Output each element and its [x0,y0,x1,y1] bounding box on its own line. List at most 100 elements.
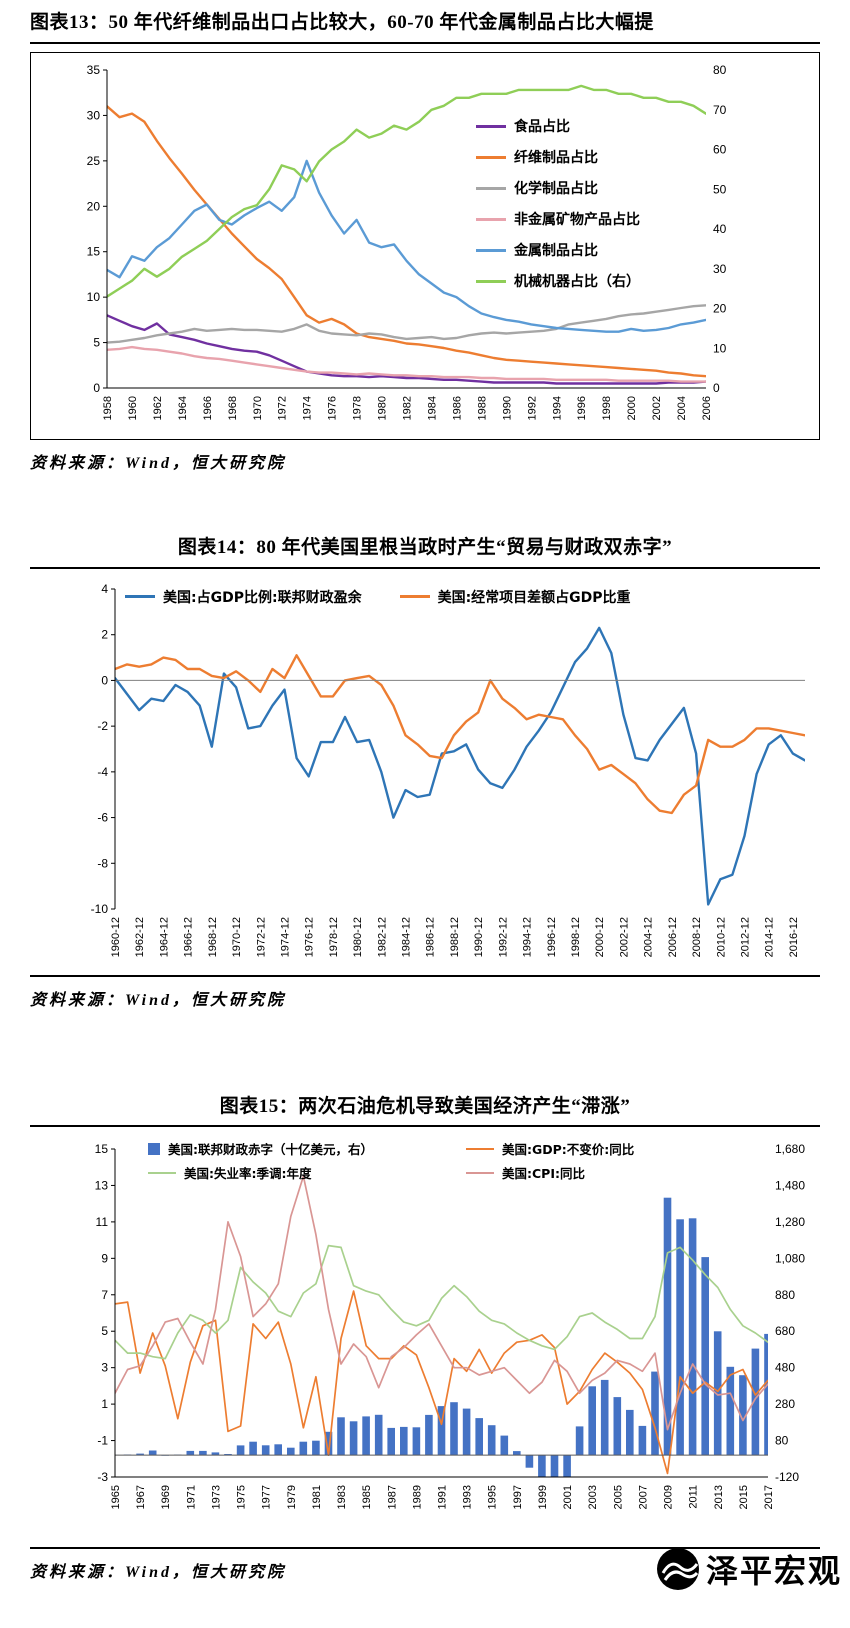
legend-label: 美国:GDP:不变价:同比 [502,1142,635,1158]
svg-text:1998: 1998 [601,396,613,420]
figure-13-title: 图表13：50 年代纤维制品出口占比较大，60-70 年代金属制品占比大幅提 [30,12,654,33]
figure-14: 图表14：80 年代美国里根当政时产生“贸易与财政双赤字” 4 2 0 -2 -4 -6 -… [30,535,820,1010]
legend-label: 非金属矿物产品占比 [514,212,640,229]
svg-text:11: 11 [96,1215,109,1229]
svg-text:1968: 1968 [227,396,239,420]
svg-text:1976: 1976 [327,396,339,420]
figure-15-title-divider [30,1125,820,1128]
chart-14-legend: 美国:占GDP比例:联邦财政盈余 美国:经常项目差额占GDP比重 [125,587,631,607]
legend-item: 美国:GDP:不变价:同比 [466,1139,634,1158]
svg-text:1974-12: 1974-12 [280,917,292,957]
svg-text:1991: 1991 [437,1485,449,1509]
svg-text:480: 480 [775,1361,795,1375]
svg-text:1994: 1994 [551,396,563,420]
svg-text:2012-12: 2012-12 [740,917,752,957]
svg-text:1997: 1997 [512,1485,524,1509]
chart-15-canvas: -3-113579111315-120802804806808801,0801,… [95,1142,806,1509]
svg-text:1992-12: 1992-12 [497,917,509,957]
svg-text:2000: 2000 [626,396,638,420]
svg-text:35: 35 [87,63,101,77]
svg-text:1990: 1990 [501,396,513,420]
svg-text:1978-12: 1978-12 [328,917,340,957]
legend-label: 美国:CPI:同比 [502,1166,585,1182]
svg-text:1962: 1962 [152,396,164,420]
svg-text:5: 5 [101,1325,108,1339]
svg-text:1960: 1960 [127,396,139,420]
svg-text:1996: 1996 [576,396,588,420]
svg-text:2002-12: 2002-12 [618,917,630,957]
svg-text:2002: 2002 [651,396,663,420]
svg-text:-6: -6 [97,810,108,824]
figure-15-source: 资料来源：Wind，恒大研究院 [30,1564,286,1582]
report-page: 图表13：50 年代纤维制品出口占比较大，60-70 年代金属制品占比大幅提 0… [30,10,820,1582]
legend-line-swatch-icon [476,279,506,283]
chart-13-legend: 食品占比 纤维制品占比 化学制品占比 非金属矿物产品占比 金属制品占比 机械机器占比（右） [476,117,640,290]
svg-text:-2: -2 [97,719,108,733]
legend-label: 机械机器占比（右） [514,274,640,291]
svg-text:40: 40 [713,222,727,236]
legend-label: 食品占比 [514,119,570,136]
legend-label: 美国:联邦财政赤字（十亿美元，右） [168,1142,373,1158]
figure-13: 图表13：50 年代纤维制品出口占比较大，60-70 年代金属制品占比大幅提 0… [30,10,820,473]
svg-text:1981: 1981 [311,1485,323,1509]
svg-text:1,680: 1,680 [775,1142,805,1156]
svg-text:20: 20 [87,199,101,213]
legend-item: 金属制品占比 [476,241,640,259]
svg-text:80: 80 [775,1434,789,1448]
figure-15-chart-area: -3 -1 1 3 5 7 9 11 13 15 -120 80 280 480 680 880 1,080 1,… [30,1135,820,1541]
svg-text:2013: 2013 [713,1485,725,1509]
svg-text:1992: 1992 [526,396,538,420]
svg-text:-120: -120 [775,1470,799,1484]
legend-label: 金属制品占比 [514,243,598,260]
svg-text:2017: 2017 [763,1485,775,1509]
svg-text:1985: 1985 [361,1485,373,1509]
legend-line-swatch-icon [476,186,506,190]
svg-text:60: 60 [713,143,727,157]
svg-text:2008-12: 2008-12 [691,917,703,957]
legend-item: 美国:经常项目差额占GDP比重 [399,587,631,607]
svg-text:880: 880 [775,1288,795,1302]
legend-label: 美国:经常项目差额占GDP比重 [437,589,631,606]
legend-line-swatch-icon [125,595,155,599]
svg-text:1990-12: 1990-12 [473,917,485,957]
svg-text:1958: 1958 [102,396,114,420]
svg-text:1980: 1980 [377,396,389,420]
svg-text:7: 7 [101,1288,108,1302]
svg-text:1982-12: 1982-12 [376,917,388,957]
svg-text:1996-12: 1996-12 [546,917,558,957]
svg-text:70: 70 [713,103,727,117]
svg-text:1968-12: 1968-12 [207,917,219,957]
chart-13-canvas: 0 5 10 15 20 25 30 35 0 10 20 30 40 50 60 70 80 1958 1960 1… [87,63,727,420]
svg-text:1989: 1989 [411,1485,423,1509]
svg-text:1969: 1969 [160,1485,172,1509]
legend-line-swatch-icon [476,248,506,252]
svg-text:3: 3 [101,1361,108,1375]
svg-text:-10: -10 [91,902,109,916]
legend-label: 纤维制品占比 [514,150,598,167]
figure-14-title: 图表14：80 年代美国里根当政时产生“贸易与财政双赤字” [177,537,673,559]
svg-text:1966-12: 1966-12 [183,917,195,957]
legend-item: 美国:失业率:季调:年度 [148,1163,466,1182]
svg-text:9: 9 [101,1252,108,1266]
svg-text:1974: 1974 [302,396,314,420]
svg-text:0: 0 [93,381,100,395]
svg-text:1975: 1975 [236,1485,248,1509]
svg-text:1970-12: 1970-12 [231,917,243,957]
svg-text:1,480: 1,480 [775,1179,805,1193]
svg-text:1966: 1966 [202,396,214,420]
svg-text:10: 10 [713,341,727,355]
svg-text:30: 30 [87,109,101,123]
legend-label: 美国:失业率:季调:年度 [184,1166,312,1182]
svg-text:10: 10 [87,290,101,304]
watermark-text: 泽平宏观 [705,1553,842,1589]
svg-text:2010-12: 2010-12 [715,917,727,957]
svg-text:1988-12: 1988-12 [449,917,461,957]
svg-text:1995: 1995 [487,1485,499,1509]
svg-text:1978: 1978 [352,396,364,420]
figure-15-title: 图表15：两次石油危机导致美国经济产生“滞涨” [219,1095,631,1117]
legend-label: 美国:占GDP比例:联邦财政盈余 [163,589,362,606]
figure-15-bottom-divider [30,1547,820,1550]
svg-text:2001: 2001 [562,1485,574,1509]
svg-text:1,080: 1,080 [775,1252,805,1266]
